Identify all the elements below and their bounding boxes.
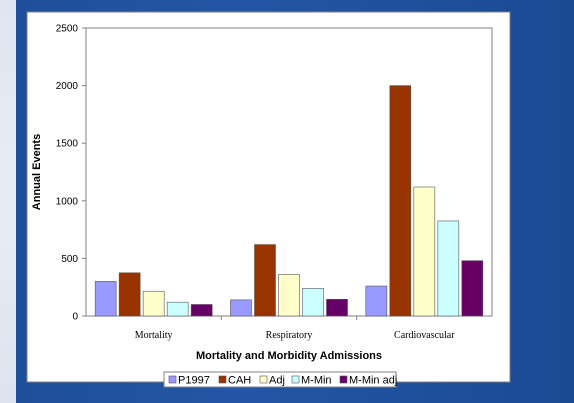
legend-swatch	[168, 375, 177, 384]
bar-m-min-adj-respiratory	[326, 298, 348, 317]
bars-group	[94, 85, 484, 317]
legend-swatch	[291, 375, 300, 384]
y-tick-label: 500	[61, 254, 78, 265]
y-tick-label: 2000	[56, 81, 79, 92]
x-axis-title: Mortality and Morbidity Admissions	[196, 350, 382, 362]
bar-m-min-adj-cardiovascular	[461, 260, 484, 317]
legend-swatch	[259, 375, 268, 384]
legend-label: Adj	[269, 375, 285, 387]
bar-m-min-cardiovascular	[437, 220, 460, 317]
x-category-label: Cardiovascular	[394, 330, 455, 341]
legend-swatch	[339, 375, 348, 384]
bar-adj-cardiovascular	[413, 186, 436, 317]
x-axis-categories: Mortality Respiratory Cardiovascular	[135, 316, 455, 341]
y-tick-label: 1000	[56, 196, 79, 207]
legend-label: P1997	[178, 375, 210, 387]
bar-p1997-respiratory	[230, 299, 252, 317]
legend: P1997 CAH Adj M-Min M-Min adj	[163, 371, 397, 388]
y-tick-label: 2500	[56, 24, 79, 35]
bar-cah-mortality	[118, 272, 141, 317]
y-tick-label: 1500	[56, 139, 79, 150]
bar-m-min-respiratory	[302, 288, 324, 317]
bar-adj-respiratory	[278, 274, 300, 317]
x-category-label: Mortality	[135, 330, 173, 341]
y-tick-label: 0	[72, 312, 78, 323]
legend-label: CAH	[228, 375, 251, 387]
bar-p1997-cardiovascular	[365, 285, 388, 317]
bar-m-min-adj-mortality	[190, 304, 213, 317]
legend-swatch	[218, 375, 227, 384]
y-axis-ticks: 0 500 1000 1500 2000 2500	[56, 24, 86, 323]
legend-label: M-Min adj	[349, 375, 397, 387]
bar-p1997-mortality	[94, 281, 117, 317]
x-category-label: Respiratory	[266, 330, 313, 341]
bar-cah-respiratory	[254, 244, 276, 317]
bar-m-min-mortality	[166, 301, 189, 317]
y-axis-title: Annual Events	[31, 134, 43, 210]
legend-label: M-Min	[301, 375, 332, 387]
bar-adj-mortality	[142, 290, 165, 317]
bar-cah-cardiovascular	[389, 85, 412, 317]
